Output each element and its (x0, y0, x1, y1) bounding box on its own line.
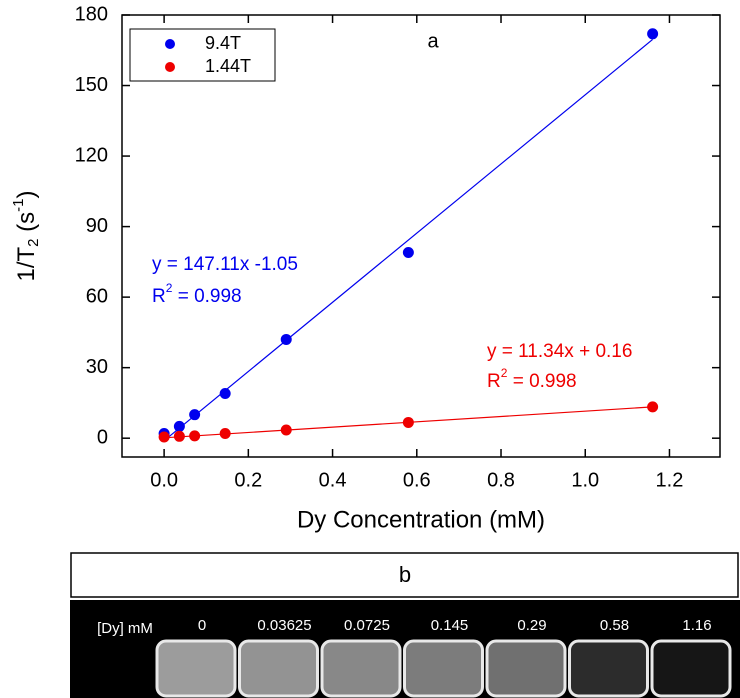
concentration-label: 0.145 (431, 617, 469, 634)
fit-line (163, 38, 654, 442)
legend-marker (165, 62, 175, 72)
y-tick-label: 60 (86, 285, 108, 307)
panel-b-header (70, 552, 739, 598)
x-axis-title: Dy Concentration (mM) (297, 506, 545, 533)
row-label: [Dy] mM (97, 620, 153, 637)
plot-frame (121, 14, 721, 458)
y-title-unit: (s (13, 212, 40, 239)
phantom-tube (155, 639, 237, 698)
concentration-label: 0.03625 (257, 617, 311, 634)
panel-label: a (427, 30, 439, 52)
legend-label: 1.44T (205, 56, 251, 76)
phantom-tube (238, 639, 319, 698)
data-point (280, 333, 292, 345)
fit-equation: y = 147.11x -1.05 (152, 254, 298, 275)
data-point (219, 388, 231, 400)
x-tick-label: 0.2 (234, 469, 262, 491)
y-tick-label: 90 (86, 215, 108, 237)
y-tick-label: 180 (75, 3, 108, 25)
r2-rest: = 0.998 (507, 371, 576, 392)
fit-r2: R2 = 0.998 (152, 281, 242, 307)
y-title-main: 1/T (13, 247, 40, 282)
concentration-label: 0.0725 (344, 617, 390, 634)
data-point (280, 424, 292, 436)
r2-sup: 2 (501, 366, 508, 380)
phantom-tube (403, 639, 484, 698)
data-point (189, 409, 201, 421)
concentration-label: 0.29 (517, 617, 546, 634)
r2-sup: 2 (166, 281, 173, 295)
data-point (647, 28, 659, 40)
legend-box (129, 28, 276, 82)
data-point (402, 246, 414, 258)
x-tick-label: 1.0 (571, 469, 599, 491)
panel-b-label: b (399, 562, 411, 587)
y-title-sup: -1 (10, 198, 27, 211)
legend-label: 9.4T (205, 33, 241, 53)
data-point (402, 416, 414, 428)
x-tick-label: 1.2 (656, 469, 684, 491)
x-tick-label: 0.8 (487, 469, 515, 491)
fit-r2: R2 = 0.998 (487, 366, 577, 392)
y-tick-label: 150 (75, 74, 108, 96)
concentration-label: 0 (198, 617, 206, 634)
x-tick-label: 0.4 (319, 469, 347, 491)
legend-marker (165, 39, 175, 49)
y-axis-title: 1/T2 (s-1) (10, 190, 42, 281)
data-point (189, 430, 201, 442)
x-tick-label: 0.0 (150, 469, 178, 491)
data-point (158, 431, 170, 443)
y-title-close: ) (13, 190, 40, 198)
y-title-sub: 2 (25, 238, 42, 246)
data-point (173, 430, 185, 442)
y-tick-label: 30 (86, 356, 108, 378)
r2-prefix: R (487, 371, 501, 392)
y-tick-label: 120 (75, 144, 108, 166)
data-point (647, 401, 659, 413)
phantom-tube (568, 639, 649, 698)
x-tick-label: 0.6 (403, 469, 431, 491)
data-point (219, 427, 231, 439)
r2-rest: = 0.998 (172, 286, 241, 307)
concentration-label: 0.58 (600, 617, 629, 634)
phantom-tube (650, 639, 732, 698)
r2-prefix: R (152, 286, 166, 307)
phantom-tube (485, 639, 567, 698)
data-point (173, 420, 185, 432)
concentration-label: 1.16 (682, 617, 711, 634)
y-tick-label: 0 (97, 426, 108, 448)
fit-equation: y = 11.34x + 0.16 (487, 341, 632, 362)
phantom-tube (320, 639, 402, 698)
